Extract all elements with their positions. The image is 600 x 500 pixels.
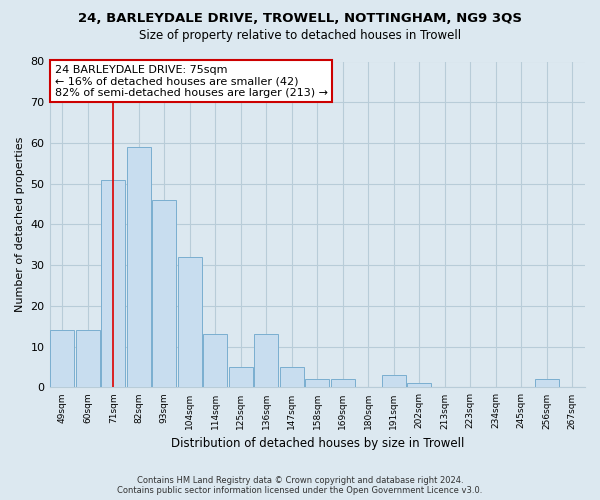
- Bar: [178, 257, 202, 388]
- Bar: [535, 380, 559, 388]
- Text: Size of property relative to detached houses in Trowell: Size of property relative to detached ho…: [139, 29, 461, 42]
- Text: Contains HM Land Registry data © Crown copyright and database right 2024.
Contai: Contains HM Land Registry data © Crown c…: [118, 476, 482, 495]
- Bar: [76, 330, 100, 388]
- Y-axis label: Number of detached properties: Number of detached properties: [15, 137, 25, 312]
- Bar: [407, 384, 431, 388]
- X-axis label: Distribution of detached houses by size in Trowell: Distribution of detached houses by size …: [170, 437, 464, 450]
- Bar: [50, 330, 74, 388]
- Text: 24 BARLEYDALE DRIVE: 75sqm
← 16% of detached houses are smaller (42)
82% of semi: 24 BARLEYDALE DRIVE: 75sqm ← 16% of deta…: [55, 65, 328, 98]
- Bar: [101, 180, 125, 388]
- Text: 24, BARLEYDALE DRIVE, TROWELL, NOTTINGHAM, NG9 3QS: 24, BARLEYDALE DRIVE, TROWELL, NOTTINGHA…: [78, 12, 522, 26]
- Bar: [203, 334, 227, 388]
- Bar: [254, 334, 278, 388]
- Bar: [280, 367, 304, 388]
- Bar: [305, 380, 329, 388]
- Bar: [331, 380, 355, 388]
- Bar: [382, 375, 406, 388]
- Bar: [229, 367, 253, 388]
- Bar: [152, 200, 176, 388]
- Bar: [127, 147, 151, 388]
